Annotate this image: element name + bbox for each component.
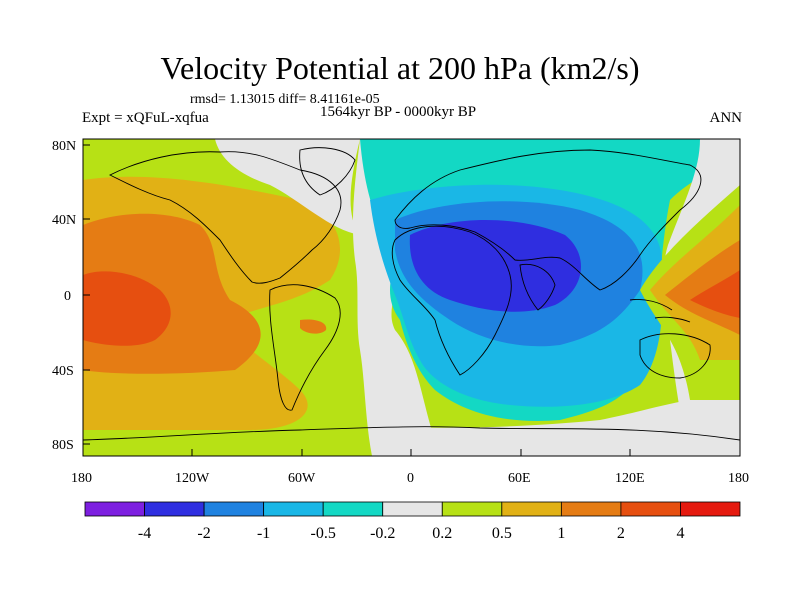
- lon-label-60e: 60E: [508, 471, 531, 486]
- coast-greenland: [299, 147, 356, 196]
- colorbar-label: 0.2: [432, 525, 452, 542]
- colorbar-swatch: [144, 501, 205, 517]
- coast-antarctica: [83, 426, 740, 441]
- lat-label-40s: 40S: [52, 364, 74, 379]
- colorbar-swatch: [501, 501, 562, 517]
- coast-north-america: [108, 151, 342, 284]
- lat-label-40n: 40N: [52, 213, 76, 228]
- coast-maritime: [629, 299, 691, 323]
- contour-west-core: [83, 271, 171, 346]
- contour-east-negative-core: [409, 220, 582, 312]
- contour-south-america: [300, 319, 327, 334]
- lon-label-180e: 180: [728, 471, 749, 486]
- lon-label-120e: 120E: [615, 471, 645, 486]
- stats-label: rmsd= 1.13015 diff= 8.41161e-05: [190, 92, 380, 107]
- colorbar-swatch: [203, 501, 265, 517]
- lat-label-80s: 80S: [52, 438, 74, 453]
- colorbar-label: -4: [138, 525, 151, 542]
- lon-axis: 180 120W 60W 0 60E 120E 180: [71, 449, 749, 486]
- lat-label-0: 0: [64, 289, 71, 304]
- colorbar-label: -1: [257, 525, 270, 542]
- coast-south-america: [269, 284, 341, 411]
- experiment-label: Expt = xQFuL-xqfua: [82, 110, 209, 126]
- colorbar-label: 2: [617, 525, 625, 542]
- contour-field: [83, 139, 740, 456]
- colorbar-label: 1: [557, 525, 565, 542]
- coast-africa: [391, 225, 512, 376]
- coastlines: [83, 147, 740, 441]
- coast-eurasia: [394, 149, 702, 291]
- lon-label-120w: 120W: [175, 471, 210, 486]
- contour-neutral-south: [372, 400, 690, 456]
- contour-neutral-north: [215, 139, 360, 235]
- coast-india: [519, 263, 556, 311]
- period-label: 1564kyr BP - 0000kyr BP: [320, 104, 477, 120]
- lon-label-180w: 180: [71, 471, 92, 486]
- colorbar-label: -2: [197, 525, 210, 542]
- colorbar-label: 0.5: [492, 525, 512, 542]
- colorbar-swatch: [263, 501, 324, 517]
- colorbar-label: -0.2: [370, 525, 395, 542]
- colorbar-swatch: [322, 501, 384, 517]
- colorbar-swatch: [680, 501, 741, 517]
- plot-title: Velocity Potential at 200 hPa (km2/s): [160, 50, 640, 86]
- lat-axis: 80N 40N 0 40S 80S: [52, 139, 90, 453]
- colorbar-swatch: [382, 501, 443, 517]
- lon-label-0: 0: [407, 471, 414, 486]
- contour-pacific-core: [690, 270, 740, 318]
- coast-australia: [639, 333, 711, 379]
- lon-label-60w: 60W: [288, 471, 316, 486]
- lat-label-80n: 80N: [52, 139, 76, 154]
- colorbar-swatch: [620, 501, 681, 517]
- colorbar-swatch: [560, 501, 622, 517]
- colorbar-swatch: [441, 501, 503, 517]
- colorbar-swatch: [84, 501, 145, 517]
- season-label: ANN: [709, 110, 743, 126]
- colorbar-label: -0.5: [311, 525, 336, 542]
- colorbar-label: 4: [676, 525, 684, 542]
- colorbar: -4 -2 -1 -0.5 -0.2 0.2 0.5 1 2 4: [84, 501, 741, 542]
